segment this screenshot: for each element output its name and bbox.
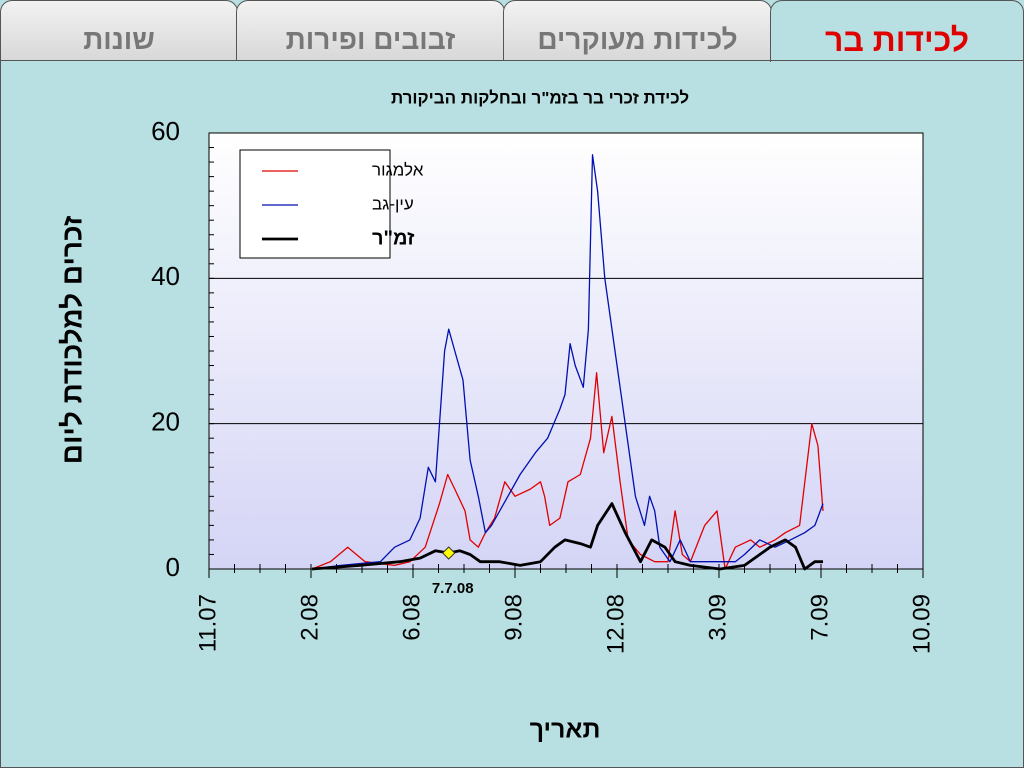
- tab[interactable]: לכידות בר: [770, 0, 1024, 62]
- y-axis-label: זכרים למלכודת ליום: [56, 216, 87, 464]
- legend-label: זמ"ר: [372, 227, 415, 249]
- data-line: [311, 154, 824, 570]
- tab[interactable]: שונות: [0, 0, 238, 60]
- data-line: [311, 372, 824, 570]
- x-tick-label: 3.09: [704, 594, 731, 641]
- tab-bar: שונות זבובים ופירות לכידות מעוקרים לכידות ב…: [0, 0, 1024, 62]
- x-axis-label: תאריך: [530, 716, 601, 744]
- x-tick-label: 9.08: [500, 594, 527, 641]
- y-tick-label: 60: [151, 116, 180, 146]
- chart-title: לכידת זכרי בר בזמ"ר ובחלקות הביקורת: [391, 88, 689, 107]
- legend-box: [239, 149, 391, 259]
- legend-label: אלמגור: [372, 160, 424, 179]
- x-tick-label: 11.07: [194, 594, 221, 652]
- x-tick-label: 2.08: [296, 594, 323, 641]
- x-tick-label: 12.08: [602, 594, 629, 654]
- x-tick-label: 7.09: [806, 594, 833, 641]
- y-tick-label: 20: [151, 407, 180, 437]
- highlight-label: 7.7.08: [432, 580, 474, 597]
- y-tick-label: 0: [166, 552, 180, 582]
- x-tick-label: 6.08: [398, 594, 425, 641]
- tab[interactable]: זבובים ופירות: [236, 0, 505, 60]
- highlight-marker: [441, 546, 456, 560]
- legend-label: עין-גב: [372, 194, 414, 213]
- y-tick-label: 40: [151, 261, 180, 291]
- x-tick-label: 10.09: [908, 594, 935, 654]
